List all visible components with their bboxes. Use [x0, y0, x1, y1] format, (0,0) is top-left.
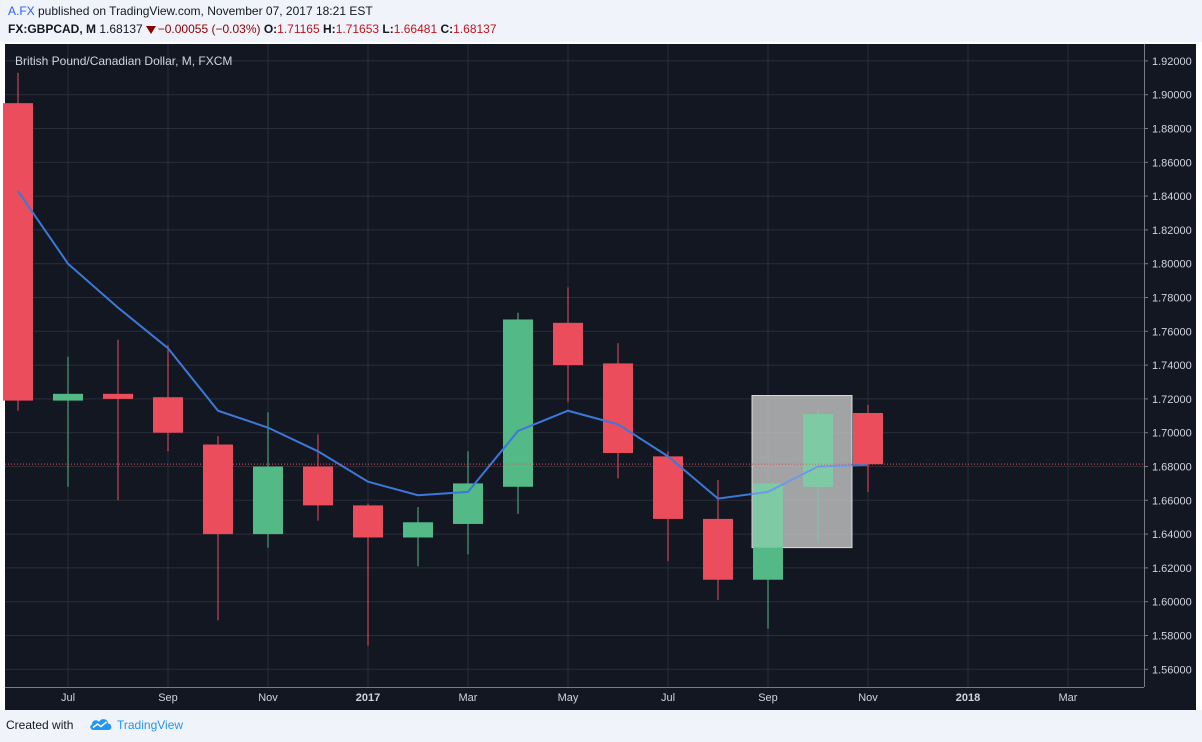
candle-body — [803, 414, 833, 487]
y-tick-label: 1.58000 — [1152, 631, 1192, 643]
x-tick-label: Jul — [61, 692, 75, 704]
candle-body — [503, 319, 533, 487]
y-tick-label: 1.80000 — [1152, 259, 1192, 271]
highlight-overlay — [752, 395, 852, 548]
candle-body — [103, 393, 133, 399]
y-tick-label: 1.70000 — [1152, 428, 1192, 440]
created-with-text: Created with — [6, 718, 74, 732]
candle-body — [853, 413, 883, 465]
open-label: O: — [263, 22, 278, 36]
y-tick-label: 1.72000 — [1152, 394, 1192, 406]
price-change: −0.00055 (−0.03%) — [157, 22, 261, 36]
candle-body — [253, 466, 283, 535]
price-axis[interactable] — [1144, 44, 1196, 687]
close-value: 1.68137 — [453, 22, 497, 36]
symbol-label: FX:GBPCAD, M — [8, 22, 96, 36]
publish-info: published on TradingView.com, November 0… — [34, 4, 373, 18]
tradingview-link[interactable]: TradingView — [117, 718, 184, 732]
time-axis[interactable] — [5, 687, 1196, 710]
header-bar: A.FX published on TradingView.com, Novem… — [0, 0, 1202, 42]
chart-marks — [3, 72, 1144, 646]
candle-body — [303, 466, 333, 506]
x-tick-label: Mar — [1059, 692, 1078, 704]
y-tick-label: 1.84000 — [1152, 191, 1192, 203]
candle-body — [653, 456, 683, 519]
candle-body — [703, 518, 733, 580]
y-tick-label: 1.78000 — [1152, 293, 1192, 305]
candle-body — [553, 322, 583, 366]
y-tick-label: 1.82000 — [1152, 225, 1192, 237]
footer-bar: Created with TradingView — [0, 710, 1202, 742]
y-tick-label: 1.56000 — [1152, 664, 1192, 676]
x-tick-label: 2018 — [956, 692, 980, 704]
y-tick-label: 1.86000 — [1152, 157, 1192, 169]
y-tick-label: 1.74000 — [1152, 360, 1192, 372]
candle-body — [353, 505, 383, 538]
y-tick-label: 1.60000 — [1152, 597, 1192, 609]
moving-average-line — [17, 190, 869, 500]
candle-body — [203, 444, 233, 535]
chart-title: British Pound/Canadian Dollar, M, FXCM — [15, 54, 232, 68]
y-tick-label: 1.66000 — [1152, 495, 1192, 507]
down-arrow-icon — [145, 26, 156, 34]
close-label: C: — [440, 22, 454, 36]
candle-body — [403, 522, 433, 538]
x-tick-label: Nov — [858, 692, 878, 704]
y-tick-label: 1.62000 — [1152, 563, 1192, 575]
low-label: L: — [382, 22, 394, 36]
candle-body — [753, 483, 783, 580]
y-tick-label: 1.64000 — [1152, 529, 1192, 541]
publish-line: A.FX published on TradingView.com, Novem… — [8, 4, 373, 18]
open-value: 1.71165 — [277, 22, 320, 36]
author-link[interactable]: A.FX — [8, 4, 35, 18]
y-tick-label: 1.92000 — [1152, 56, 1192, 68]
grid-lines — [5, 44, 1148, 687]
x-tick-label: Mar — [459, 692, 478, 704]
x-tick-label: Sep — [158, 692, 178, 704]
candle-body — [153, 397, 183, 433]
x-tick-label: Jul — [661, 692, 675, 704]
high-value: 1.71653 — [335, 22, 380, 36]
y-tick-label: 1.76000 — [1152, 326, 1192, 338]
x-tick-label: 2017 — [356, 692, 380, 704]
candle-body — [53, 393, 83, 401]
candle-body — [453, 483, 483, 524]
high-label: H: — [323, 22, 336, 36]
x-tick-label: Sep — [758, 692, 778, 704]
y-tick-label: 1.88000 — [1152, 124, 1192, 136]
low-value: 1.66481 — [393, 22, 438, 36]
tradingview-cloud-icon[interactable] — [88, 716, 114, 732]
candle-body — [3, 103, 33, 401]
y-tick-label: 1.68000 — [1152, 462, 1192, 474]
last-price: 1.68137 — [99, 22, 143, 36]
candlestick-chart[interactable]: British Pound/Canadian Dollar, M, FXCM 1… — [0, 42, 1202, 710]
x-tick-label: Nov — [258, 692, 278, 704]
y-tick-label: 1.90000 — [1152, 90, 1192, 102]
candle-body — [603, 363, 633, 453]
ohlc-line: FX:GBPCAD, M 1.68137 −0.00055 (−0.03%) O:… — [8, 22, 497, 36]
x-tick-label: May — [558, 692, 579, 704]
